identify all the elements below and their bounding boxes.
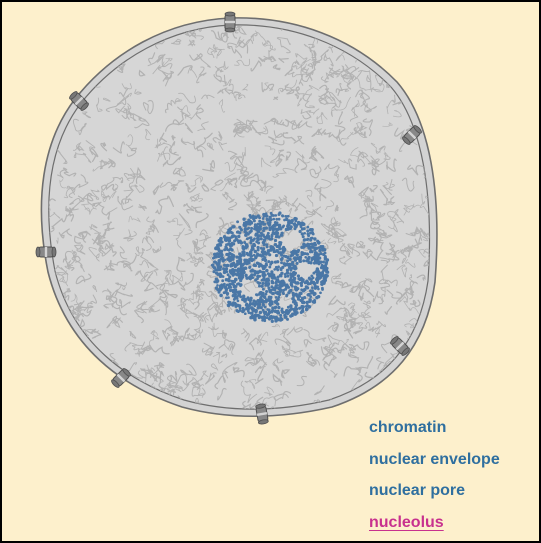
legend-item-nuclear-envelope[interactable]: nuclear envelope — [369, 450, 500, 468]
nucleoplasm — [48, 24, 431, 410]
nuclear-pore-icon[interactable] — [110, 367, 131, 388]
nuclear-pore-icon[interactable] — [401, 124, 422, 145]
nuclear-pores — [35, 11, 422, 425]
legend-item-nucleolus[interactable]: nucleolus — [369, 513, 444, 531]
nuclear-pore-icon[interactable] — [35, 246, 57, 258]
nuclear-pore-icon[interactable] — [224, 11, 236, 33]
nuclear-pore-icon[interactable] — [255, 403, 269, 425]
legend-item-nuclear-pore[interactable]: nuclear pore — [369, 482, 466, 499]
nuclear-pore-icon[interactable] — [68, 90, 89, 111]
legend-item-chromatin[interactable]: chromatin — [369, 419, 447, 436]
legend: chromatin nuclear envelope nuclear pore … — [369, 412, 500, 538]
nucleolus[interactable] — [210, 211, 330, 324]
nuclear-pore-icon[interactable] — [389, 335, 410, 356]
